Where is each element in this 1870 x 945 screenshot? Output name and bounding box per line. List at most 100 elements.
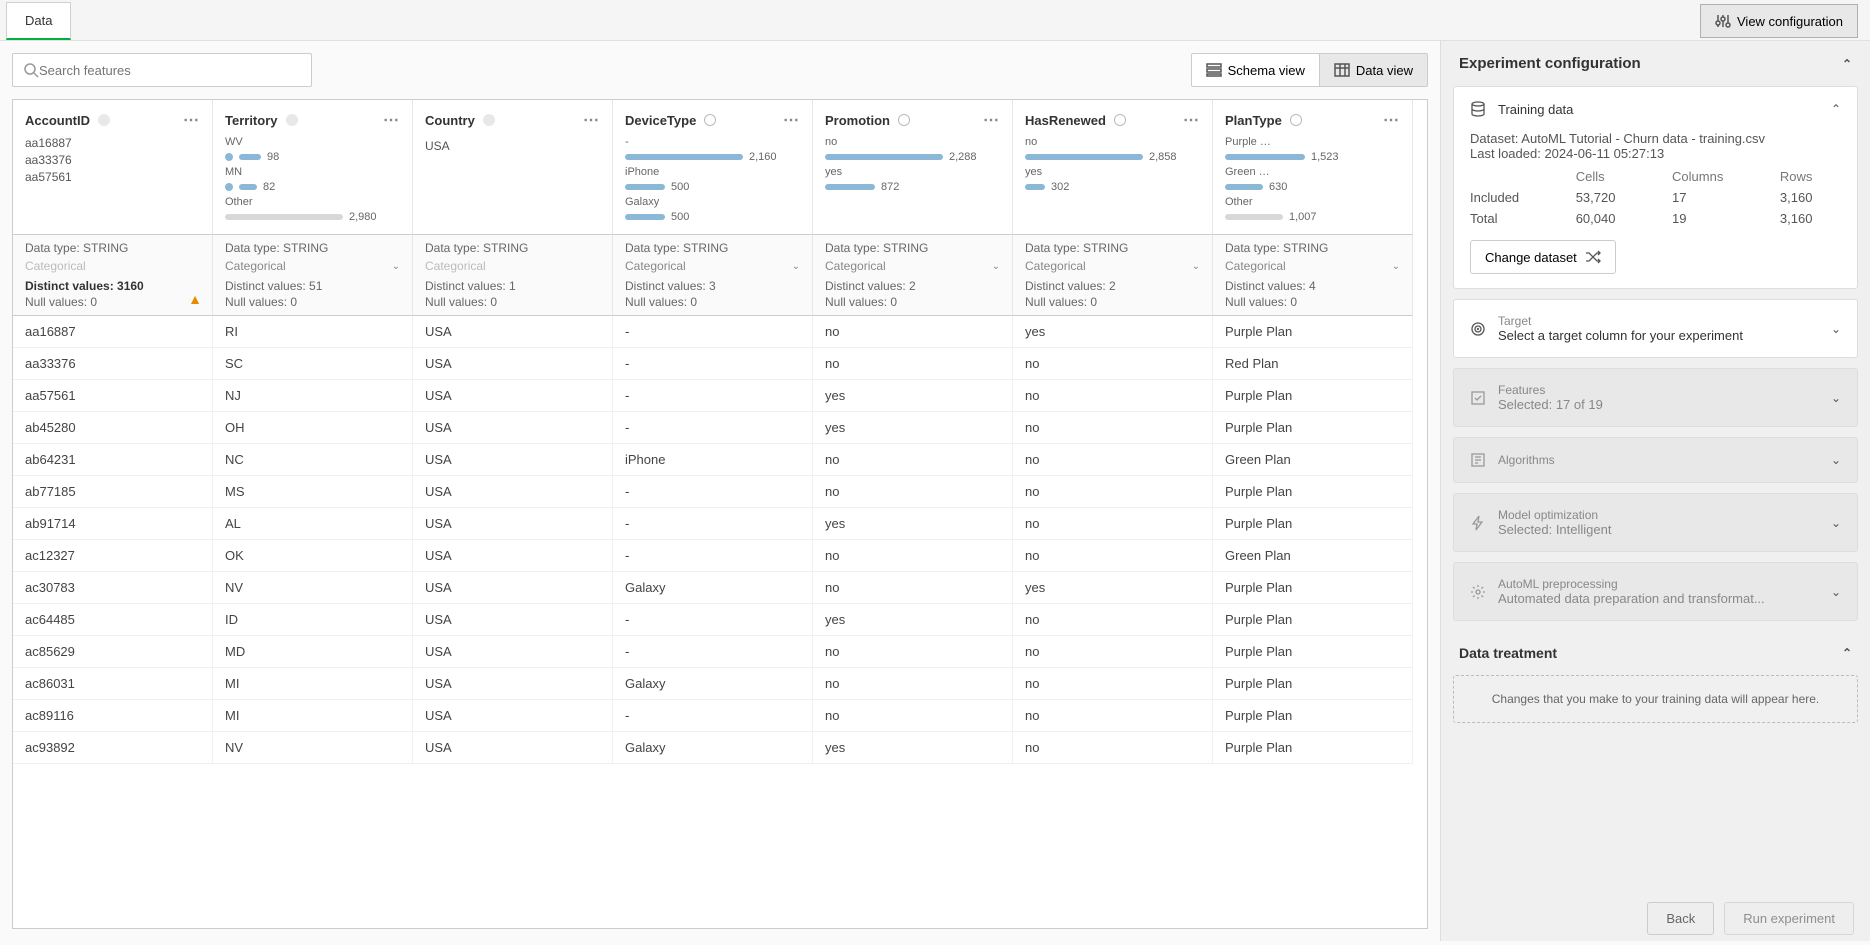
table-cell[interactable]: Red Plan xyxy=(1213,348,1413,380)
chevron-down-icon[interactable]: ⌄ xyxy=(1192,261,1200,272)
table-cell[interactable]: no xyxy=(1013,636,1213,668)
table-cell[interactable]: no xyxy=(1013,476,1213,508)
chevron-down-icon[interactable]: ⌄ xyxy=(392,261,400,272)
table-cell[interactable]: USA xyxy=(413,604,613,636)
table-cell[interactable]: no xyxy=(813,444,1013,476)
table-cell[interactable]: AL xyxy=(213,508,413,540)
table-cell[interactable]: ab45280 xyxy=(13,412,213,444)
table-cell[interactable]: no xyxy=(1013,540,1213,572)
table-cell[interactable]: MI xyxy=(213,700,413,732)
table-cell[interactable]: USA xyxy=(413,412,613,444)
table-cell[interactable]: MS xyxy=(213,476,413,508)
table-cell[interactable]: USA xyxy=(413,572,613,604)
table-cell[interactable]: USA xyxy=(413,508,613,540)
table-cell[interactable]: - xyxy=(613,604,813,636)
table-cell[interactable]: - xyxy=(613,476,813,508)
table-cell[interactable]: - xyxy=(613,412,813,444)
table-cell[interactable]: Purple Plan xyxy=(1213,508,1413,540)
table-cell[interactable]: Purple Plan xyxy=(1213,316,1413,348)
data-grid[interactable]: AccountID⋯aa16887aa33376aa57561Territory… xyxy=(12,99,1428,929)
table-cell[interactable]: ab91714 xyxy=(13,508,213,540)
table-cell[interactable]: USA xyxy=(413,316,613,348)
table-cell[interactable]: - xyxy=(613,348,813,380)
target-chevron-icon[interactable]: ⌄ xyxy=(1831,322,1841,336)
table-cell[interactable]: NV xyxy=(213,572,413,604)
chevron-down-icon[interactable]: ⌄ xyxy=(1392,261,1400,272)
table-cell[interactable]: OH xyxy=(213,412,413,444)
table-cell[interactable]: no xyxy=(813,668,1013,700)
column-header[interactable]: DeviceType⋯-2,160iPhone500Galaxy500 xyxy=(613,100,813,235)
search-input-wrap[interactable] xyxy=(12,53,312,87)
column-menu-icon[interactable]: ⋯ xyxy=(383,110,400,130)
table-cell[interactable]: NC xyxy=(213,444,413,476)
table-cell[interactable]: no xyxy=(813,316,1013,348)
table-cell[interactable]: - xyxy=(613,540,813,572)
table-cell[interactable]: - xyxy=(613,380,813,412)
table-cell[interactable]: NV xyxy=(213,732,413,764)
table-cell[interactable]: Purple Plan xyxy=(1213,412,1413,444)
data-treatment-chevron-icon[interactable]: ⌃ xyxy=(1842,646,1852,660)
table-cell[interactable]: yes xyxy=(813,732,1013,764)
column-menu-icon[interactable]: ⋯ xyxy=(1383,110,1400,130)
table-cell[interactable]: aa16887 xyxy=(13,316,213,348)
search-features-input[interactable] xyxy=(39,63,301,78)
table-cell[interactable]: no xyxy=(1013,700,1213,732)
table-cell[interactable]: - xyxy=(613,508,813,540)
table-cell[interactable]: Green Plan xyxy=(1213,540,1413,572)
table-cell[interactable]: USA xyxy=(413,668,613,700)
tab-data[interactable]: Data xyxy=(6,2,71,40)
table-cell[interactable]: - xyxy=(613,700,813,732)
table-cell[interactable]: USA xyxy=(413,444,613,476)
table-cell[interactable]: no xyxy=(1013,380,1213,412)
table-cell[interactable]: ab64231 xyxy=(13,444,213,476)
change-dataset-button[interactable]: Change dataset xyxy=(1470,240,1616,274)
table-cell[interactable]: Purple Plan xyxy=(1213,700,1413,732)
table-cell[interactable]: Galaxy xyxy=(613,732,813,764)
table-cell[interactable]: no xyxy=(813,636,1013,668)
column-header[interactable]: HasRenewed⋯no2,858yes302 xyxy=(1013,100,1213,235)
table-cell[interactable]: ac85629 xyxy=(13,636,213,668)
column-header[interactable]: Territory⋯WV98MN82Other2,980 xyxy=(213,100,413,235)
table-cell[interactable]: ac12327 xyxy=(13,540,213,572)
target-section[interactable]: Target Select a target column for your e… xyxy=(1453,299,1858,358)
table-cell[interactable]: aa57561 xyxy=(13,380,213,412)
table-cell[interactable]: Galaxy xyxy=(613,572,813,604)
column-header[interactable]: PlanType⋯Purple Plan1,523Green Plan630Ot… xyxy=(1213,100,1413,235)
table-cell[interactable]: MI xyxy=(213,668,413,700)
table-cell[interactable]: - xyxy=(613,316,813,348)
table-cell[interactable]: Purple Plan xyxy=(1213,604,1413,636)
table-cell[interactable]: Purple Plan xyxy=(1213,668,1413,700)
table-cell[interactable]: USA xyxy=(413,380,613,412)
table-cell[interactable]: no xyxy=(813,572,1013,604)
column-menu-icon[interactable]: ⋯ xyxy=(983,110,1000,130)
table-cell[interactable]: yes xyxy=(813,412,1013,444)
table-cell[interactable]: RI xyxy=(213,316,413,348)
back-button[interactable]: Back xyxy=(1647,902,1714,935)
column-header[interactable]: Promotion⋯no2,288yes872 xyxy=(813,100,1013,235)
training-chevron-icon[interactable]: ⌃ xyxy=(1831,102,1841,116)
column-menu-icon[interactable]: ⋯ xyxy=(183,110,200,130)
table-cell[interactable]: SC xyxy=(213,348,413,380)
view-configuration-button[interactable]: View configuration xyxy=(1700,4,1858,38)
table-cell[interactable]: no xyxy=(1013,444,1213,476)
table-cell[interactable]: USA xyxy=(413,348,613,380)
table-cell[interactable]: Purple Plan xyxy=(1213,380,1413,412)
table-cell[interactable]: - xyxy=(613,636,813,668)
table-cell[interactable]: ab77185 xyxy=(13,476,213,508)
table-cell[interactable]: ac86031 xyxy=(13,668,213,700)
table-cell[interactable]: Galaxy xyxy=(613,668,813,700)
table-cell[interactable]: USA xyxy=(413,732,613,764)
table-cell[interactable]: no xyxy=(813,476,1013,508)
table-cell[interactable]: NJ xyxy=(213,380,413,412)
table-cell[interactable]: yes xyxy=(1013,316,1213,348)
schema-view-button[interactable]: Schema view xyxy=(1191,53,1319,87)
table-cell[interactable]: no xyxy=(1013,412,1213,444)
table-cell[interactable]: yes xyxy=(813,508,1013,540)
table-cell[interactable]: iPhone xyxy=(613,444,813,476)
column-menu-icon[interactable]: ⋯ xyxy=(783,110,800,130)
table-cell[interactable]: Purple Plan xyxy=(1213,476,1413,508)
table-cell[interactable]: USA xyxy=(413,700,613,732)
table-cell[interactable]: OK xyxy=(213,540,413,572)
table-cell[interactable]: no xyxy=(1013,604,1213,636)
panel-collapse-icon[interactable]: ⌃ xyxy=(1842,57,1852,71)
